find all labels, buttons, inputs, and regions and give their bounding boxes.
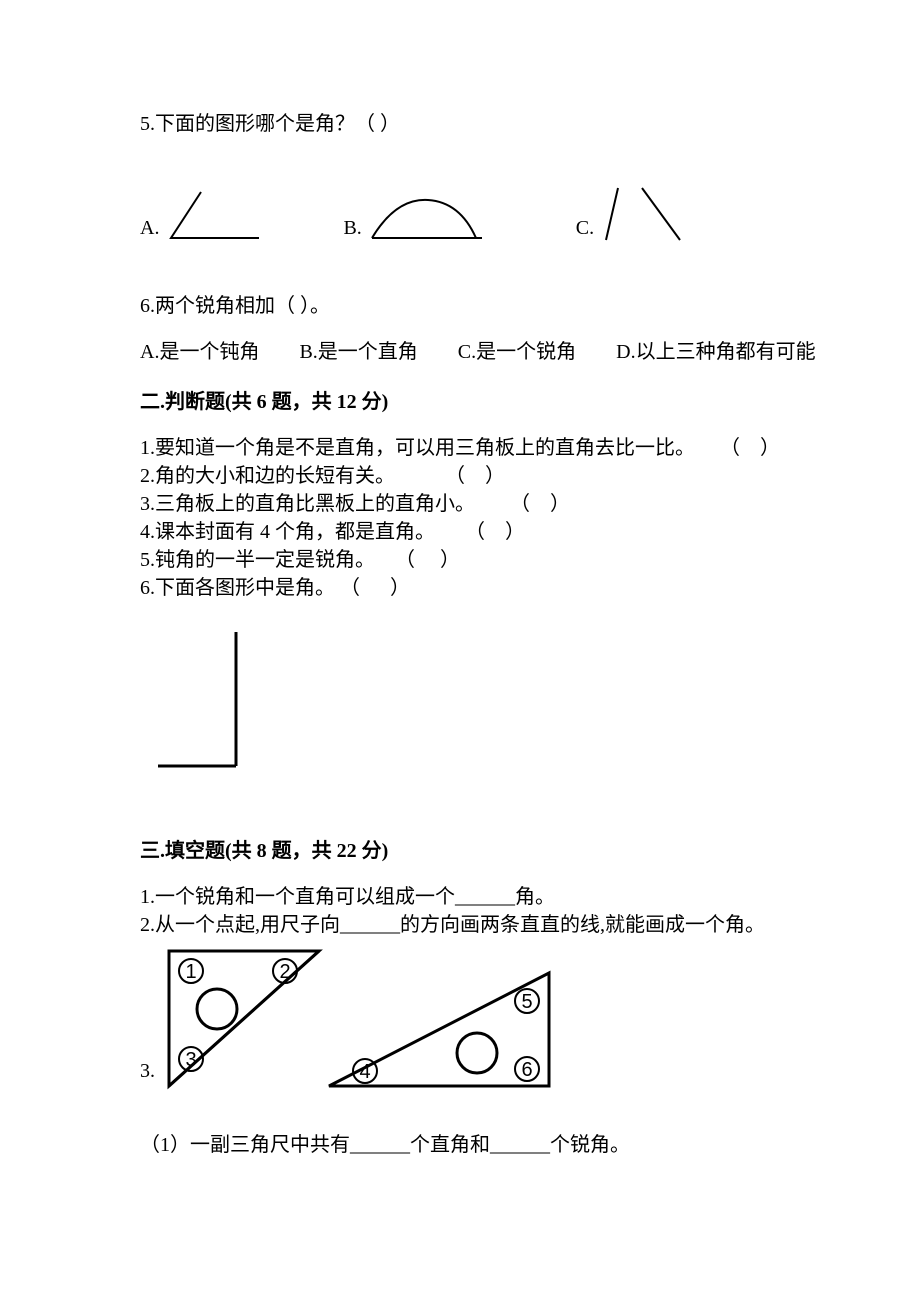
judge-item-4: 4.课本封面有 4 个角，都是直角。 （ ）	[140, 518, 780, 546]
q5-a-figure	[163, 186, 263, 244]
svg-text:2: 2	[279, 961, 290, 983]
q6-opt-a: A.是一个钝角	[140, 338, 259, 366]
q6-gap2	[418, 338, 458, 366]
q6-opt-b: B.是一个直角	[299, 338, 417, 366]
judge-item-2: 2.角的大小和边的长短有关。 （ ）	[140, 462, 780, 490]
svg-text:1: 1	[185, 961, 196, 983]
q5-b-label: B.	[343, 217, 361, 240]
svg-text:5: 5	[521, 991, 532, 1013]
q6-gap1	[259, 338, 299, 366]
section-3-head: 三.填空题(共 8 题，共 22 分)	[140, 837, 780, 865]
q5-b-figure	[366, 194, 486, 244]
q5-options-row: A. B. C.	[140, 182, 780, 244]
q6-opt-d: D.以上三种角都有可能	[616, 338, 815, 366]
judge-list: 1.要知道一个角是不是直角，可以用三角板上的直角去比一比。 （ ） 2.角的大小…	[140, 434, 780, 602]
q6-gap3	[576, 338, 616, 366]
q6-opt-c: C.是一个锐角	[458, 338, 576, 366]
q5-c-label: C.	[576, 217, 594, 240]
judge-item-3: 3.三角板上的直角比黑板上的直角小。 （ ）	[140, 490, 780, 518]
q5-option-b: B.	[343, 194, 485, 244]
judge-item-5: 5.钝角的一半一定是锐角。 （ ）	[140, 546, 780, 574]
judge-item-6: 6.下面各图形中是角。 （ ）	[140, 574, 780, 602]
q6-options: A.是一个钝角 B.是一个直角 C.是一个锐角 D.以上三种角都有可能	[140, 338, 780, 366]
fill-q1: 1.一个锐角和一个直角可以组成一个______角。	[140, 883, 780, 911]
question-5: 5.下面的图形哪个是角？（ ）	[140, 110, 780, 138]
fill-q2: 2.从一个点起,用尺子向______的方向画两条直直的线,就能画成一个角。	[140, 911, 780, 939]
fill-q3-row: 3. 1 2 3 4 5 6	[140, 941, 780, 1091]
question-6: 6.两个锐角相加（ ）。	[140, 292, 780, 320]
svg-text:4: 4	[359, 1061, 370, 1083]
svg-text:3: 3	[185, 1049, 196, 1071]
fill-list: 1.一个锐角和一个直角可以组成一个______角。 2.从一个点起,用尺子向__…	[140, 883, 780, 1091]
q5-option-c: C.	[576, 182, 688, 244]
fill-q3-sub1: （1）一副三角尺中共有______个直角和______个锐角。	[140, 1131, 780, 1159]
fill-q3-label: 3.	[140, 1057, 155, 1085]
q5-option-a: A.	[140, 186, 263, 244]
judge-item-1: 1.要知道一个角是不是直角，可以用三角板上的直角去比一比。 （ ）	[140, 434, 780, 462]
triangle-set-figure: 1 2 3 4 5 6	[159, 941, 559, 1091]
svg-text:6: 6	[521, 1059, 532, 1081]
judge-6-figure	[140, 626, 780, 781]
q5-a-label: A.	[140, 217, 159, 240]
q5-c-figure	[598, 182, 688, 244]
section-2-head: 二.判断题(共 6 题，共 12 分)	[140, 388, 780, 416]
